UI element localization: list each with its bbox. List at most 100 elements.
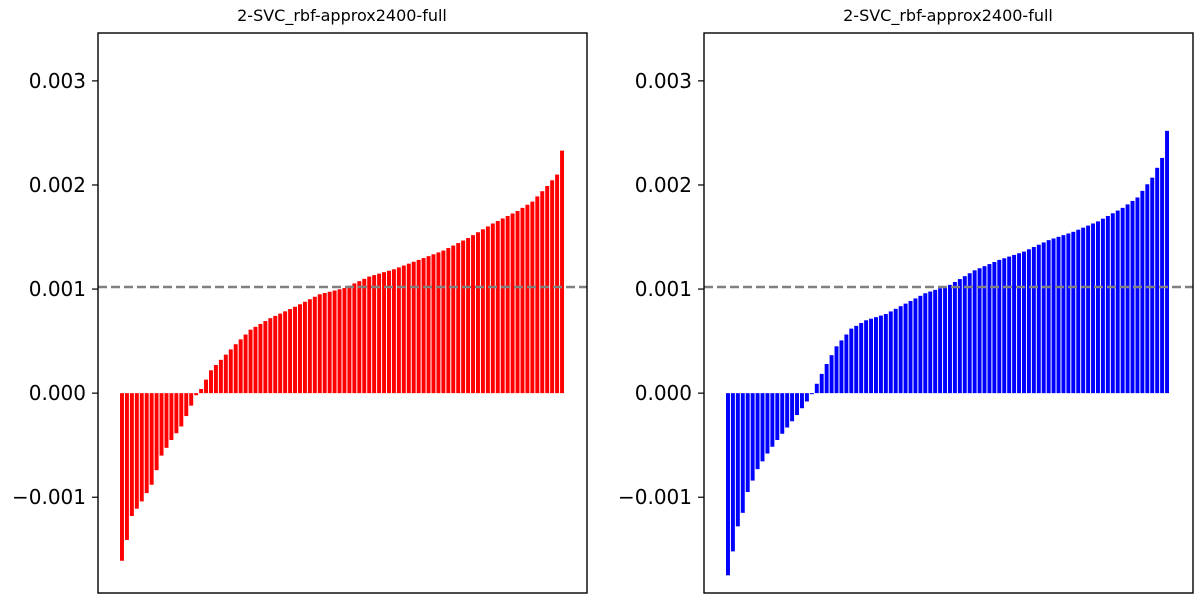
right-bar-36	[903, 303, 908, 394]
left-bar-87	[550, 180, 555, 394]
right-bar-27	[859, 323, 864, 394]
left-bar-5	[144, 393, 149, 494]
left-bar-39	[312, 296, 317, 394]
left-bar-35	[293, 306, 298, 394]
left-bar-66	[446, 248, 451, 394]
right-bar-39	[918, 295, 923, 394]
left-bar-16	[199, 388, 204, 394]
right-bar-38	[913, 298, 918, 394]
right-bar-51	[977, 268, 982, 394]
right-bar-57	[1007, 256, 1012, 394]
right-bar-25	[849, 328, 854, 394]
right-bar-10	[775, 393, 780, 440]
left-bar-17	[204, 379, 209, 394]
right-bar-85	[1145, 184, 1150, 394]
left-bar-80	[515, 210, 520, 394]
left-bar-37	[302, 301, 307, 394]
left-bar-44	[337, 289, 342, 394]
left-bar-63	[431, 254, 436, 394]
left-bar-72	[476, 232, 480, 394]
left-bar-12	[179, 393, 184, 427]
right-bar-82	[1130, 200, 1135, 394]
left-bar-59	[411, 261, 416, 394]
left-bar-61	[421, 258, 426, 394]
left-bar-77	[500, 218, 505, 394]
right-bar-72	[1081, 227, 1086, 394]
left-bar-24	[238, 339, 243, 394]
right-ytick-label-0: −0.001	[618, 485, 692, 509]
left-ytick-label-2: 0.001	[29, 277, 86, 301]
right-bar-33	[888, 311, 893, 394]
left-bar-69	[461, 240, 466, 394]
right-bar-58	[1012, 254, 1017, 394]
left-bar-42	[327, 291, 332, 394]
left-bar-50	[367, 276, 372, 394]
right-bar-84	[1140, 190, 1145, 394]
left-bar-33	[283, 311, 288, 394]
right-bar-64	[1041, 242, 1046, 394]
right-bar-23	[839, 340, 844, 394]
right-bar-69	[1066, 233, 1071, 394]
left-bar-88	[555, 174, 560, 394]
right-bar-40	[923, 293, 928, 394]
left-bar-22	[228, 349, 233, 394]
right-subplot: 2-SVC_rbf-approx2400-full −0.001 0.000 0.0…	[618, 6, 1194, 594]
left-bar-15	[194, 393, 199, 396]
right-bar-61	[1026, 249, 1031, 394]
right-bar-44	[943, 286, 948, 394]
right-bar-79	[1115, 210, 1120, 394]
left-bar-57	[401, 265, 406, 394]
left-bar-82	[525, 204, 530, 394]
right-bar-70	[1071, 231, 1076, 394]
right-bar-76	[1100, 218, 1105, 394]
right-bar-60	[1022, 251, 1026, 394]
right-bar-34	[893, 308, 898, 394]
right-bar-15	[800, 393, 804, 409]
right-bar-37	[908, 301, 913, 394]
right-bar-16	[804, 393, 809, 402]
right-bar-75	[1096, 221, 1100, 394]
right-bar-11	[780, 393, 785, 434]
right-bar-48	[962, 276, 967, 394]
left-bar-79	[510, 213, 515, 394]
right-bar-2	[735, 393, 740, 527]
left-bar-83	[530, 201, 535, 394]
right-plot-area: −0.001 0.000 0.001 0.002 0.003	[618, 32, 1194, 594]
left-bar-13	[184, 393, 189, 417]
left-ytick-label-3: 0.002	[29, 173, 86, 197]
left-bar-54	[387, 270, 391, 394]
left-bar-21	[223, 354, 228, 394]
right-bar-80	[1120, 207, 1125, 394]
left-subplot: 2-SVC_rbf-approx2400-full −0.001 0.000 0.0…	[12, 6, 588, 594]
right-bar-55	[997, 259, 1002, 394]
left-axes-frame	[97, 32, 588, 594]
left-bar-74	[485, 226, 490, 394]
right-bar-45	[948, 284, 952, 394]
left-bar-0	[120, 393, 124, 561]
left-bar-45	[342, 288, 347, 394]
left-bar-86	[545, 186, 550, 394]
left-bar-32	[278, 313, 283, 394]
right-bar-41	[928, 291, 933, 394]
right-bar-22	[834, 346, 839, 394]
left-bar-49	[362, 278, 367, 394]
right-bar-35	[898, 306, 903, 394]
right-bar-13	[790, 393, 795, 422]
left-bar-23	[233, 344, 238, 394]
right-bar-9	[770, 393, 775, 447]
right-bar-42	[933, 289, 938, 394]
right-bar-83	[1135, 197, 1140, 394]
right-bar-3	[740, 393, 745, 513]
right-bar-26	[854, 325, 859, 394]
right-bar-12	[785, 393, 790, 428]
right-bar-19	[819, 373, 824, 394]
left-bar-47	[352, 283, 357, 394]
right-ytick-label-2: 0.001	[635, 277, 692, 301]
right-bar-30	[874, 317, 878, 394]
right-bar-78	[1110, 213, 1115, 394]
left-bar-14	[189, 393, 194, 406]
left-bar-7	[154, 393, 159, 471]
right-bar-88	[1160, 157, 1165, 394]
left-bar-81	[520, 207, 525, 394]
left-bar-53	[382, 272, 387, 394]
